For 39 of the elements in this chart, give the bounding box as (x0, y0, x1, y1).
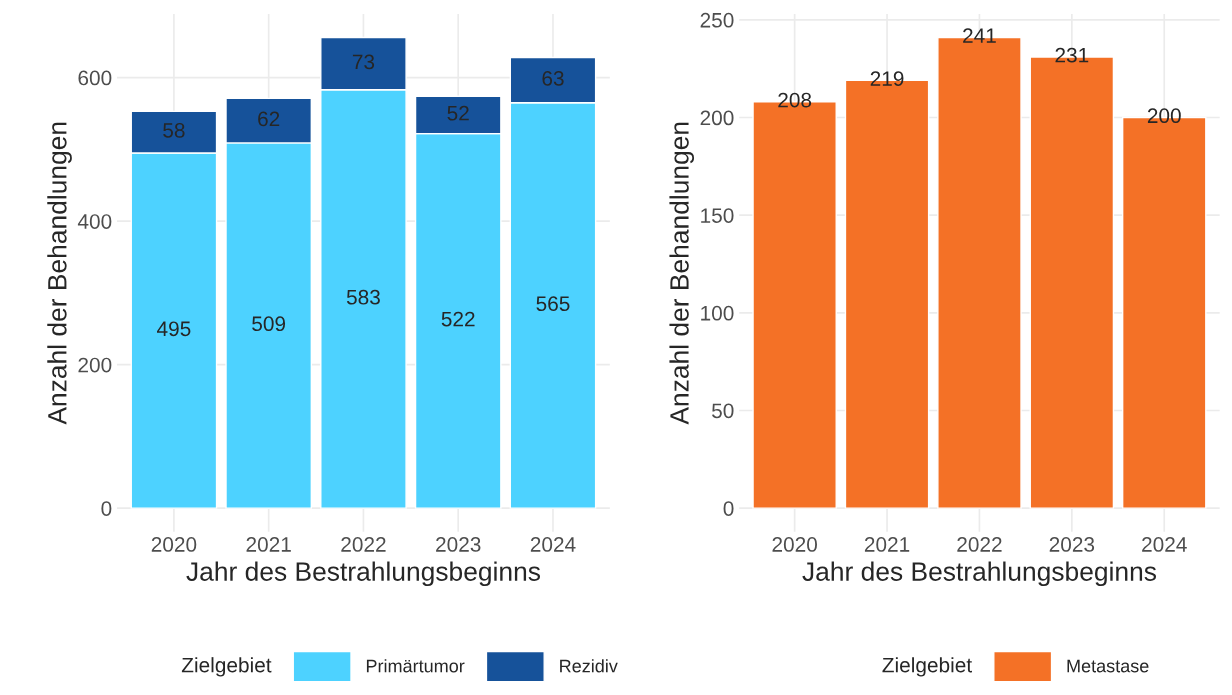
y-tick-label: 200 (78, 357, 112, 373)
data-label: 63 (542, 70, 564, 86)
x-axis-title: Jahr des Bestrahlungsbeginns (802, 561, 1157, 587)
data-label: 583 (346, 289, 380, 305)
y-axis-title: Anzahl der Behandlungen (47, 122, 72, 425)
x-tick-label: 2024 (1142, 537, 1187, 552)
legend-title: Zielgebiet (181, 657, 272, 677)
data-label: 509 (252, 316, 286, 332)
x-tick-label: 2021 (864, 537, 910, 552)
y-tick-label: 0 (723, 501, 734, 516)
data-label: 522 (441, 311, 475, 327)
data-label: 565 (536, 296, 570, 312)
data-label: 52 (447, 105, 469, 121)
data-label: 73 (352, 54, 375, 70)
x-axis-title: Jahr des Bestrahlungsbeginns (186, 561, 541, 587)
y-tick-label: 0 (101, 501, 112, 516)
legend-label: Metastase (1067, 659, 1149, 673)
legend-label: Primärtumor (366, 659, 465, 673)
x-tick-label: 2020 (151, 537, 197, 552)
legend-label: Rezidiv (560, 659, 618, 673)
data-label: 58 (163, 122, 185, 138)
data-label: 495 (157, 321, 191, 337)
legend-title: Zielgebiet (882, 657, 972, 677)
x-tick-label: 2023 (1049, 537, 1095, 552)
y-tick-label: 200 (700, 110, 734, 126)
y-tick-label: 250 (700, 12, 734, 28)
x-tick-label: 2020 (772, 537, 817, 552)
data-label: 62 (258, 111, 280, 127)
y-tick-label: 50 (712, 403, 734, 419)
x-tick-label: 2021 (246, 537, 291, 552)
y-tick-label: 400 (77, 214, 112, 229)
x-tick-label: 2022 (341, 537, 386, 552)
y-tick-label: 150 (701, 208, 734, 223)
x-tick-label: 2022 (957, 537, 1002, 552)
x-tick-label: 2023 (436, 537, 481, 552)
y-axis-title: Anzahl der Behandlungen (669, 122, 695, 425)
y-tick-label: 100 (701, 305, 734, 321)
y-tick-label: 600 (78, 70, 112, 86)
x-tick-label: 2024 (530, 537, 576, 552)
